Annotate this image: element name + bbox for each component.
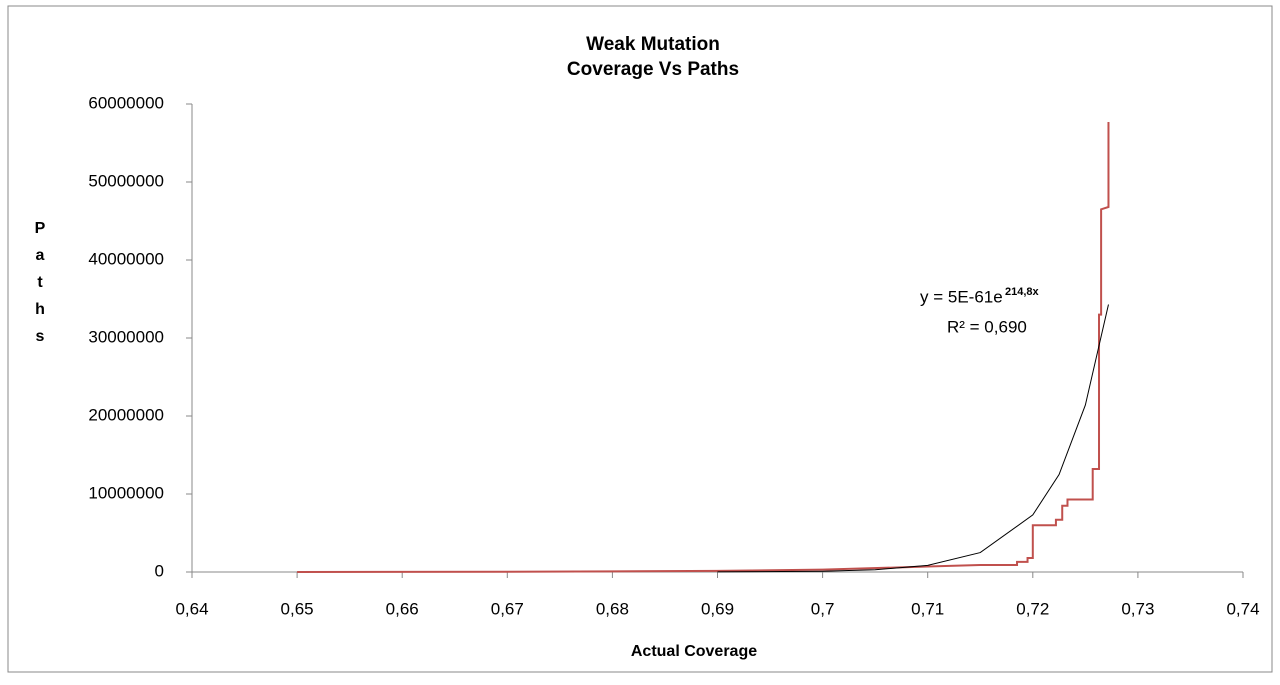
x-tick-label: 0,67: [491, 599, 524, 618]
trendline-r-squared: R² = 0,690: [947, 317, 1027, 336]
y-tick-label: 0: [155, 561, 164, 580]
chart-title: Weak Mutation: [586, 34, 720, 55]
y-tick-label: 20000000: [88, 405, 164, 424]
x-tick-label: 0,74: [1226, 599, 1259, 618]
series-line: [717, 304, 1109, 573]
x-tick-label: 0,64: [175, 599, 208, 618]
trendline-exponent: 214,8x: [1005, 286, 1040, 298]
x-tick-label: 0,71: [911, 599, 944, 618]
x-tick-label: 0,66: [386, 599, 419, 618]
x-tick-label: 0,7: [811, 599, 835, 618]
y-tick-label: 40000000: [88, 249, 164, 268]
trendline-equation: y = 5E-61e: [920, 287, 1003, 306]
x-tick-label: 0,65: [281, 599, 314, 618]
x-tick-label: 0,69: [701, 599, 734, 618]
x-axis-label: Actual Coverage: [631, 643, 757, 660]
x-tick-label: 0,72: [1016, 599, 1049, 618]
chart-border: [7, 5, 1273, 673]
x-tick-label: 0,68: [596, 599, 629, 618]
x-tick-label: 0,73: [1121, 599, 1154, 618]
y-tick-label: 10000000: [88, 483, 164, 502]
series-line: [297, 121, 1110, 573]
y-tick-label: 60000000: [88, 93, 164, 112]
y-tick-label: 50000000: [88, 171, 164, 190]
y-tick-label: 30000000: [88, 327, 164, 346]
chart-subtitle: Coverage Vs Paths: [567, 59, 739, 80]
